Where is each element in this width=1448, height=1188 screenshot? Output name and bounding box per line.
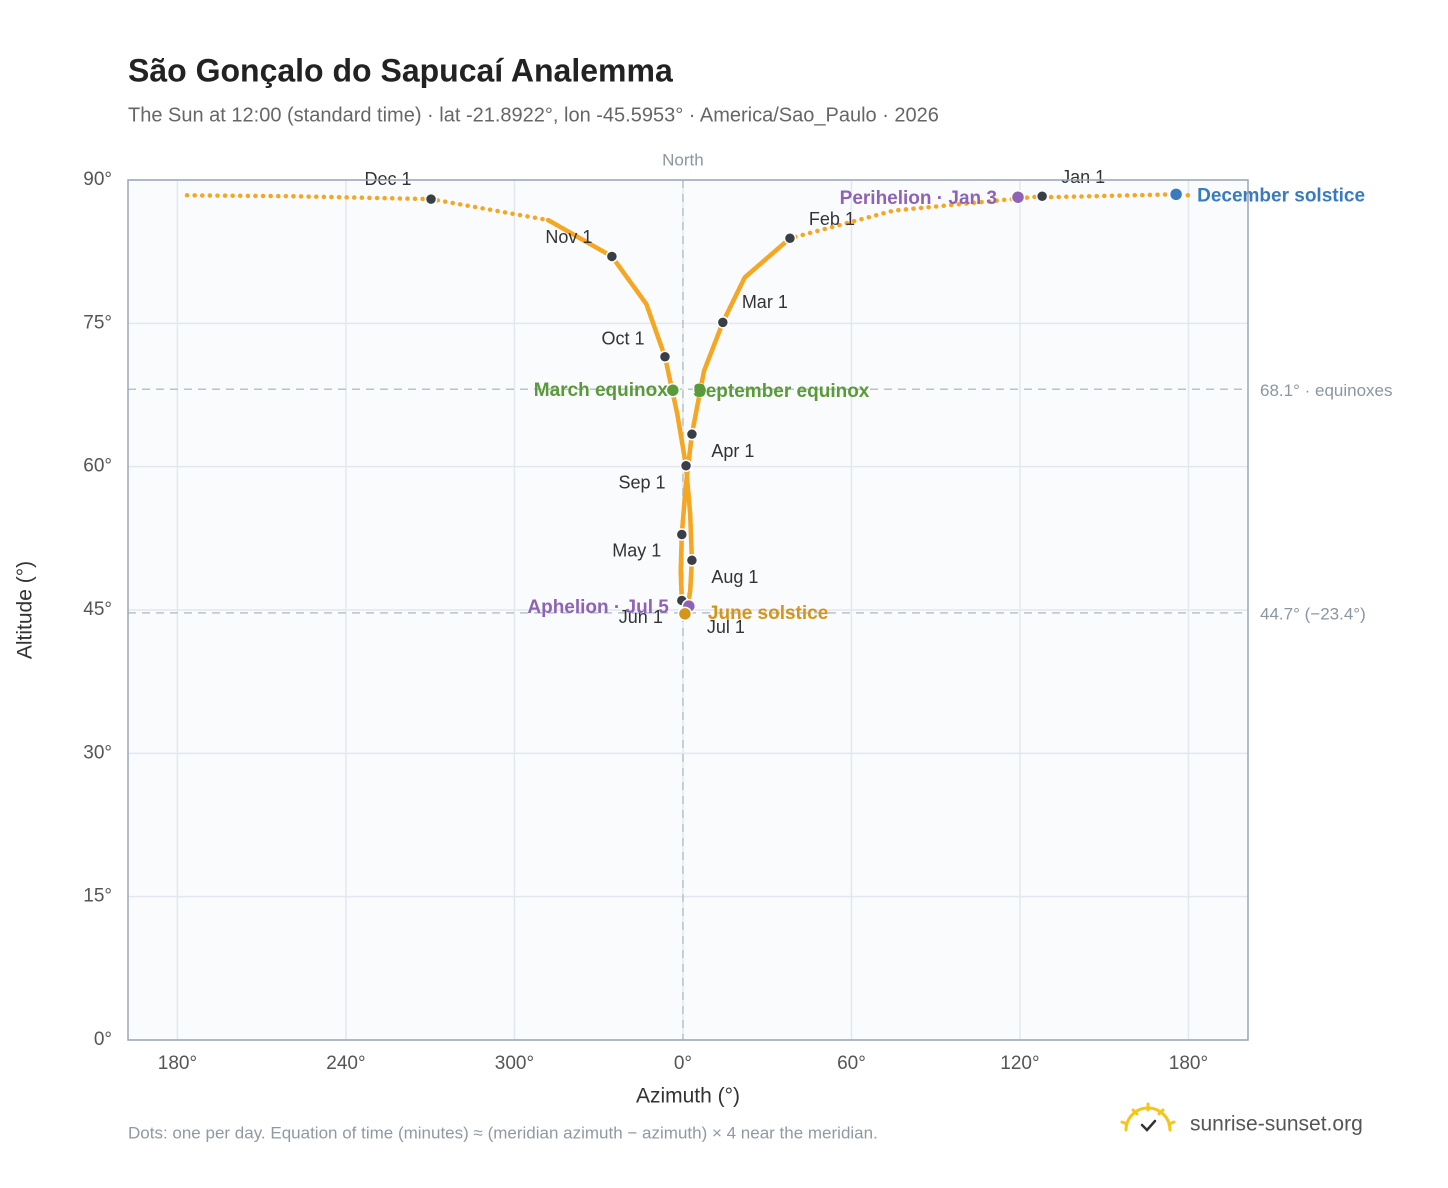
month-point [685,554,699,567]
month-label: Oct 1 [601,329,644,349]
reference-label: 44.7° (−23.4°) [1260,604,1366,623]
y-tick-label: 15° [83,886,112,907]
y-tick-label: 45° [83,599,112,620]
brand-name: sunrise-sunset.org [1190,1113,1363,1136]
x-tick-label: 300° [495,1053,534,1074]
month-label: May 1 [612,540,661,560]
x-tick-label: 240° [326,1053,365,1074]
x-tick-label: 120° [1000,1053,1039,1074]
event-label: March equinox [534,380,669,401]
month-label: Jan 1 [1061,167,1105,187]
month-label: Apr 1 [711,441,754,461]
x-tick-label: 180° [1169,1053,1208,1074]
x-axis-title: Azimuth (°) [636,1085,740,1108]
month-label: Jun 1 [619,607,663,627]
event-label: Aphelion · Jul 5 [527,597,669,618]
reference-label: 68.1° · equinoxes [1260,381,1393,400]
event-point [665,382,681,398]
footnote: Dots: one per day. Equation of time (min… [128,1123,878,1142]
month-label: Nov 1 [545,227,592,247]
event-point [677,606,693,622]
x-tick-label: 180° [158,1053,197,1074]
event-label: Perihelion · Jan 3 [840,188,997,209]
reference-label: North [662,150,704,169]
month-point [1035,189,1049,203]
y-tick-label: 30° [83,742,112,763]
month-label: Dec 1 [365,169,412,189]
month-label: Mar 1 [742,292,788,312]
event-point [1168,187,1184,202]
event-point [1010,189,1026,205]
month-point [658,350,672,364]
month-label: Feb 1 [809,209,855,229]
month-label: Jul 1 [707,617,745,637]
month-point [675,528,689,541]
y-tick-label: 75° [83,312,112,333]
y-tick-label: 60° [83,456,112,477]
month-point [679,459,693,472]
brand-logo [1120,1102,1176,1132]
month-point [685,427,699,441]
event-label: June solstice [708,603,828,624]
event-label: September equinox [693,381,870,402]
month-label: Aug 1 [711,567,758,587]
x-tick-label: 0° [674,1053,692,1074]
marks: Jan 1 Feb 1 Mar 1 Apr 1 May 1 Jun 1 Jul 1 Aug 1… [183,167,1365,637]
chart-subtitle: The Sun at 12:00 (standard time) · lat -… [128,104,939,126]
y-tick-label: 0° [94,1029,112,1050]
y-axis-title: Altitude (°) [14,561,37,659]
plot-border [127,179,1249,1041]
month-label: Sep 1 [619,472,666,492]
chart-title: São Gonçalo do Sapucaí Analemma [128,52,673,88]
event-label: December solstice [1197,185,1365,206]
event-point [692,382,708,398]
month-point [424,192,438,206]
month-point [783,232,797,245]
month-point [716,316,730,329]
x-tick-label: 60° [837,1053,866,1074]
y-tick-label: 90° [83,169,112,190]
month-point [605,250,619,263]
